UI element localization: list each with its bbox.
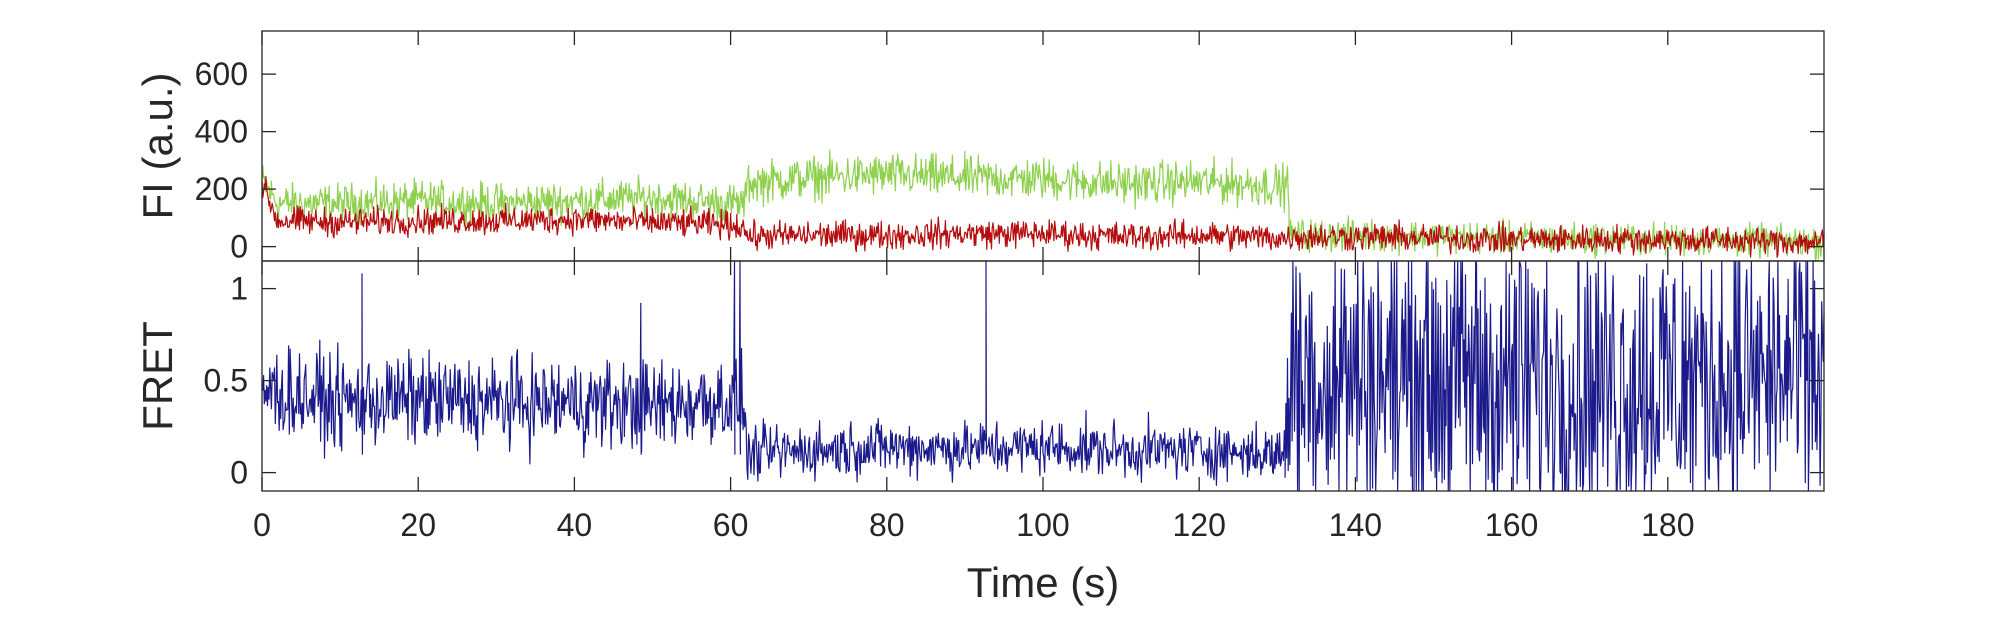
intensity-traces bbox=[261, 149, 1825, 261]
y-tick-label: 200 bbox=[195, 171, 248, 207]
x-tick-label: 120 bbox=[1173, 507, 1226, 543]
fret-y-axis: 00.51 bbox=[204, 271, 1824, 491]
intensity-series-1 bbox=[261, 175, 1825, 258]
x-tick-label: 140 bbox=[1329, 507, 1382, 543]
intensity-panel: 0 200 400 600 FI (a.u.) bbox=[134, 30, 1825, 265]
y-tick-label: 400 bbox=[195, 114, 248, 150]
fret-y-axis-label: FRET bbox=[134, 321, 181, 431]
y-tick-label: 0.5 bbox=[204, 363, 248, 399]
y-tick-label: 0 bbox=[230, 455, 248, 491]
fret-traces bbox=[261, 260, 1825, 492]
x-tick-label: 80 bbox=[869, 507, 905, 543]
x-tick-label: 20 bbox=[400, 507, 436, 543]
y-tick-label: 1 bbox=[230, 271, 248, 307]
y-tick-label: 600 bbox=[195, 56, 248, 92]
y-tick-label: 0 bbox=[230, 229, 248, 265]
x-tick-label: 100 bbox=[1016, 507, 1069, 543]
x-tick-label: 60 bbox=[713, 507, 749, 543]
x-tick-label: 160 bbox=[1485, 507, 1538, 543]
fret-panel: 00.51 0 20 40 60 80 100 120 140 160 180 FRET Time… bbox=[134, 260, 1825, 606]
fret-series-0 bbox=[261, 260, 1825, 492]
intensity-y-axis: 0 200 400 600 bbox=[195, 31, 1824, 265]
time-x-axis-label: Time (s) bbox=[967, 559, 1119, 606]
intensity-y-axis-label: FI (a.u.) bbox=[134, 72, 181, 219]
time-x-axis: 0 20 40 60 80 100 120 140 160 180 bbox=[253, 261, 1694, 543]
x-tick-label: 180 bbox=[1641, 507, 1694, 543]
x-tick-label: 40 bbox=[557, 507, 593, 543]
x-tick-label: 0 bbox=[253, 507, 271, 543]
